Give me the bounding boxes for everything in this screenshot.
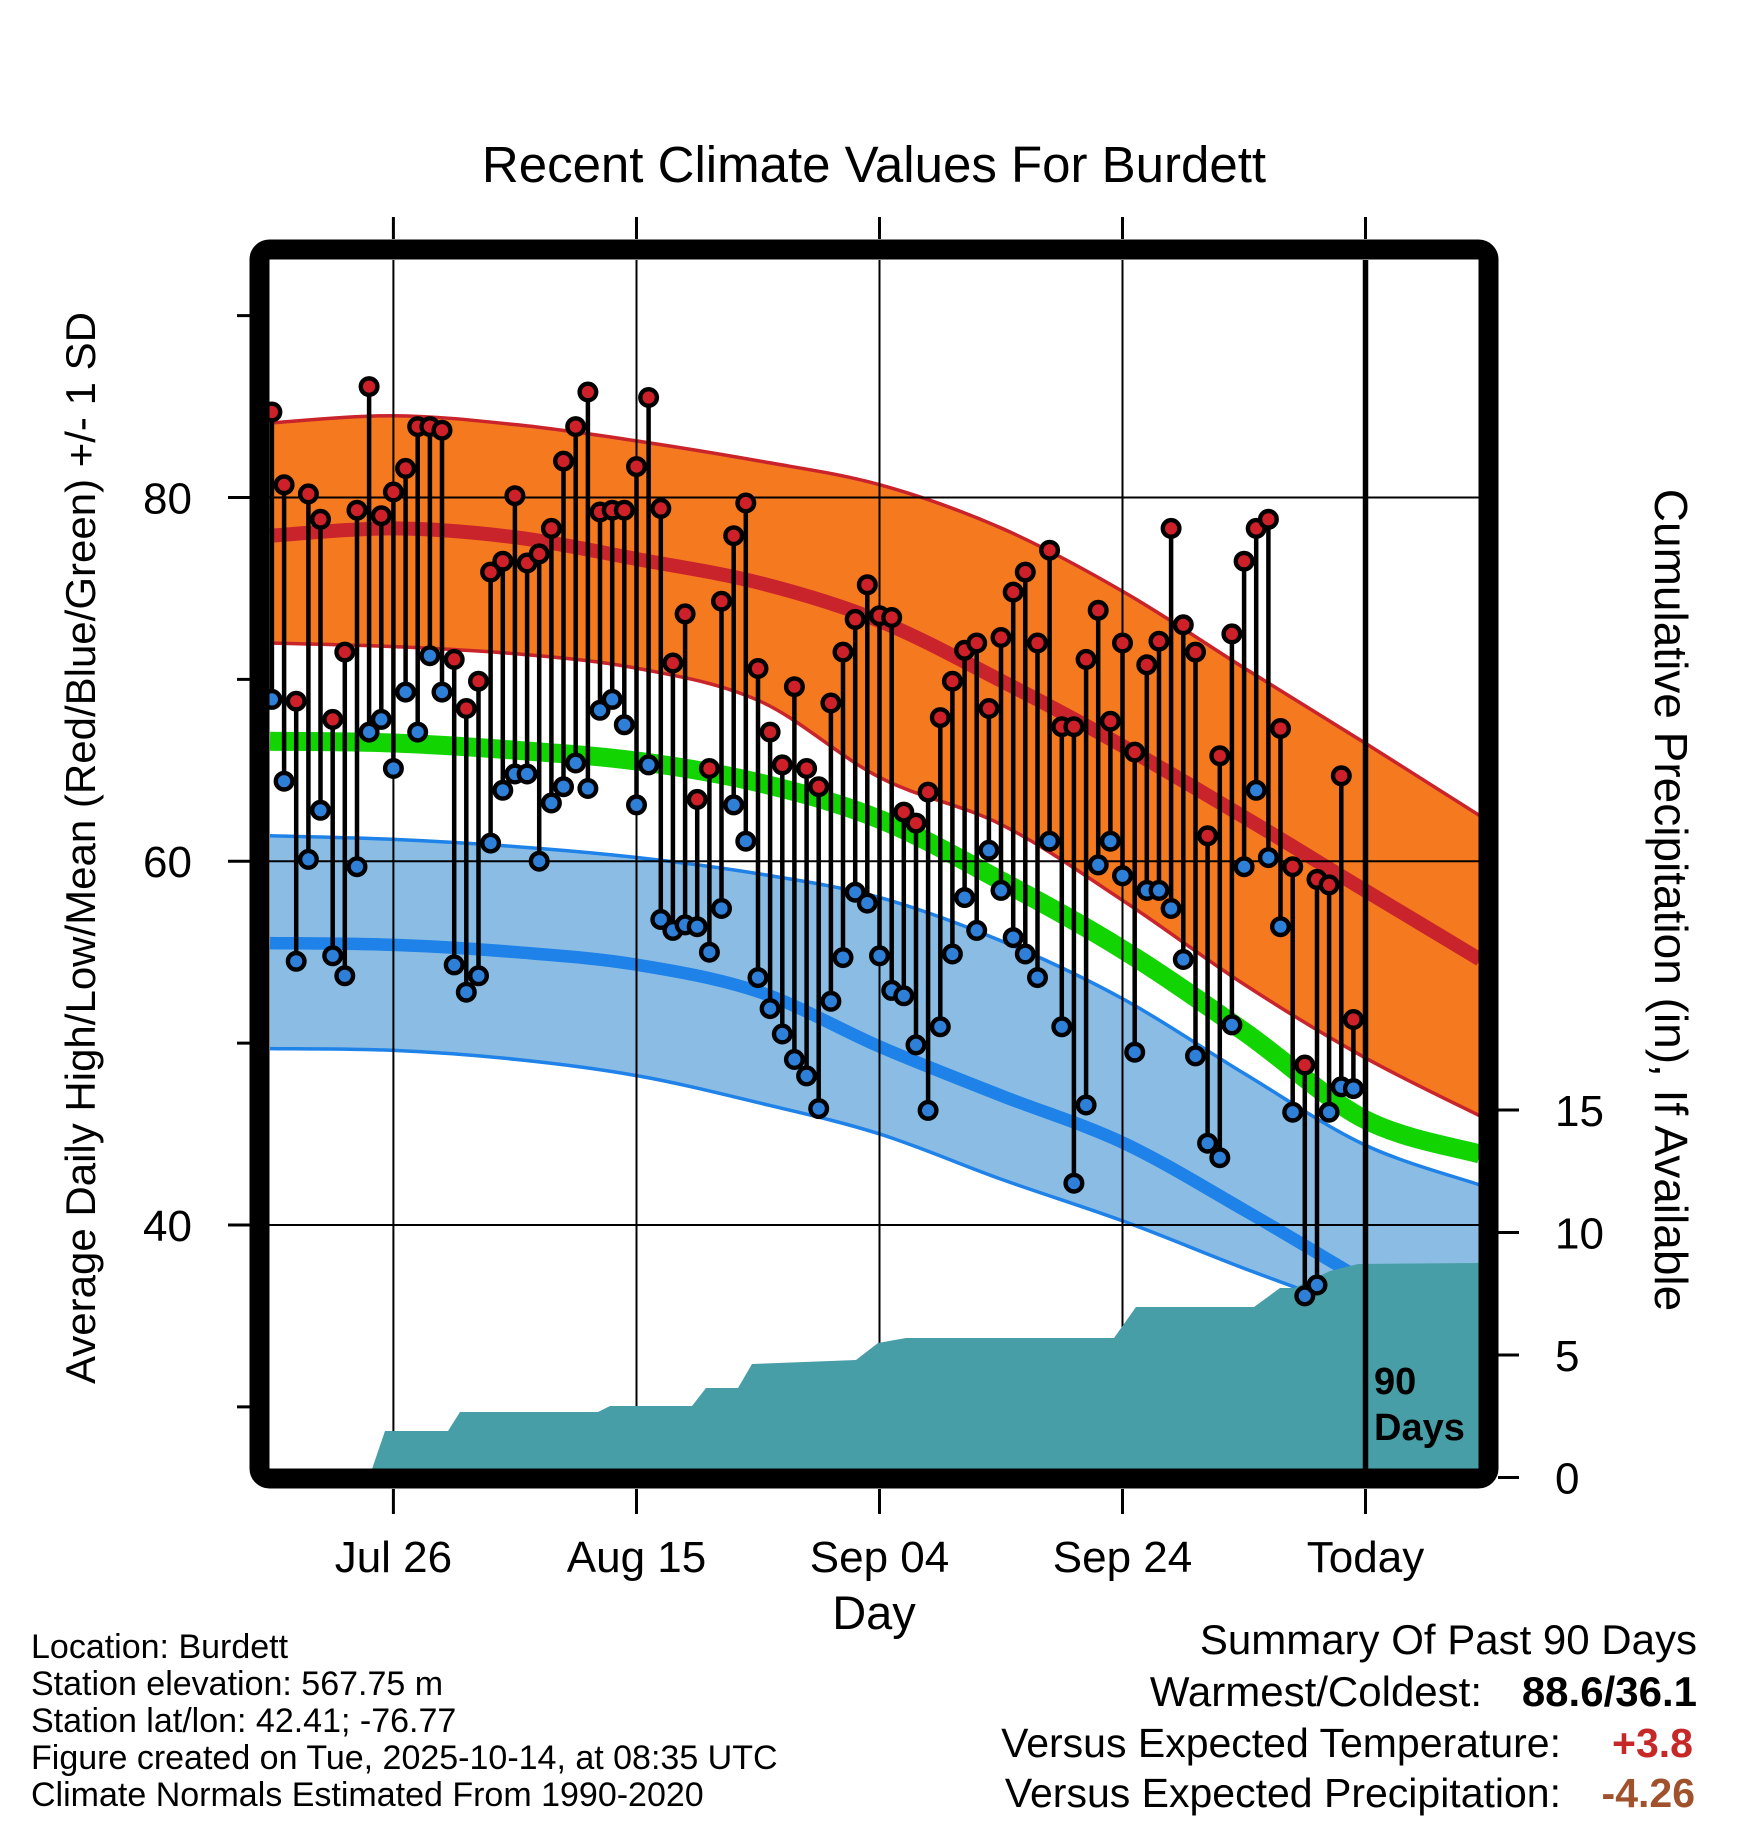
svg-text:Today: Today (1307, 1533, 1424, 1582)
svg-text:10: 10 (1555, 1210, 1604, 1259)
svg-text:15: 15 (1555, 1087, 1604, 1136)
svg-text:Day: Day (832, 1586, 916, 1639)
svg-text:Station elevation: 567.75 m: Station elevation: 567.75 m (31, 1665, 443, 1703)
svg-text:Average Daily High/Low/Mean (R: Average Daily High/Low/Mean (Red/Blue/Gr… (57, 312, 104, 1384)
svg-text:Recent Climate Values For Burd: Recent Climate Values For Burdett (482, 136, 1266, 193)
svg-text:Days: Days (1374, 1407, 1465, 1449)
svg-text:Cumulative Precipitation (in),: Cumulative Precipitation (in), If Availa… (1645, 489, 1697, 1311)
svg-text:5: 5 (1555, 1332, 1579, 1381)
svg-text:40: 40 (143, 1202, 192, 1251)
svg-text:90: 90 (1374, 1361, 1416, 1403)
svg-text:88.6/36.1: 88.6/36.1 (1522, 1668, 1697, 1715)
svg-text:0: 0 (1555, 1455, 1579, 1504)
svg-text:Climate Normals Estimated From: Climate Normals Estimated From 1990-2020 (31, 1776, 704, 1814)
svg-text:Sep 04: Sep 04 (810, 1533, 949, 1582)
svg-text:Jul 26: Jul 26 (335, 1533, 452, 1582)
svg-text:Station lat/lon: 42.41; -76.77: Station lat/lon: 42.41; -76.77 (31, 1702, 456, 1740)
svg-text:-4.26: -4.26 (1602, 1770, 1695, 1816)
svg-text:Versus Expected Temperature:: Versus Expected Temperature: (1001, 1720, 1561, 1766)
svg-text:Warmest/Coldest:: Warmest/Coldest: (1150, 1668, 1482, 1715)
svg-text:Summary Of Past 90 Days: Summary Of Past 90 Days (1200, 1616, 1697, 1663)
svg-text:80: 80 (143, 475, 192, 524)
svg-text:Aug 15: Aug 15 (567, 1533, 706, 1582)
svg-text:Sep 24: Sep 24 (1053, 1533, 1192, 1582)
svg-text:Versus Expected Precipitation:: Versus Expected Precipitation: (1005, 1770, 1561, 1816)
svg-text:Location: Burdett: Location: Burdett (31, 1628, 289, 1666)
svg-text:60: 60 (143, 838, 192, 887)
svg-text:+3.8: +3.8 (1612, 1720, 1693, 1766)
svg-text:Figure created on Tue, 2025-10: Figure created on Tue, 2025-10-14, at 08… (31, 1739, 778, 1777)
